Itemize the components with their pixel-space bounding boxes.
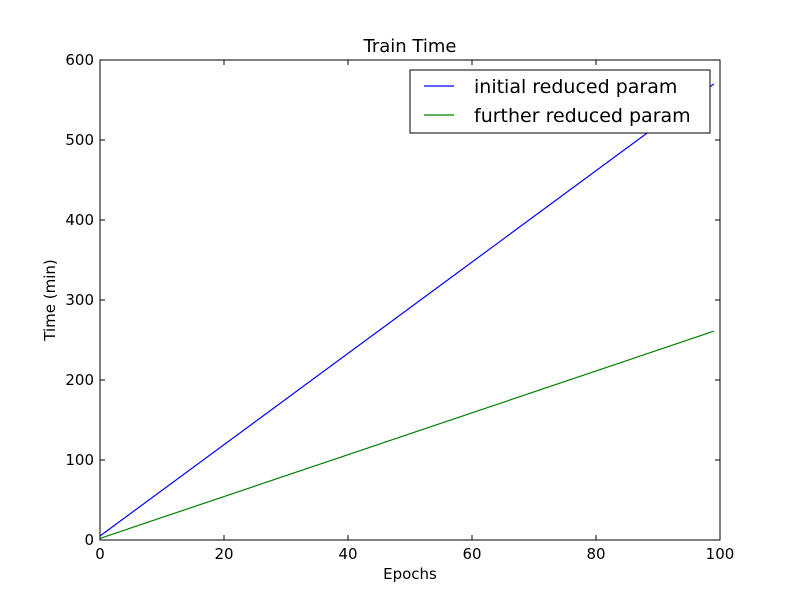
y-tick-label: 500 <box>65 131 94 149</box>
x-tick-label: 20 <box>214 545 233 563</box>
x-tick-label: 0 <box>95 545 105 563</box>
legend: initial reduced param further reduced par… <box>409 69 711 134</box>
y-tick-label: 200 <box>65 371 94 389</box>
y-tick-label: 0 <box>84 531 94 549</box>
series-layer <box>99 83 715 539</box>
y-tick-label: 300 <box>65 291 94 309</box>
x-tick-label: 60 <box>462 545 481 563</box>
series-line-2 <box>99 330 714 539</box>
legend-label-1: initial reduced param <box>474 76 677 98</box>
y-tick-label: 400 <box>65 211 94 229</box>
legend-box <box>409 69 711 134</box>
y-tick-label: 100 <box>65 451 94 469</box>
x-tick-label: 100 <box>706 545 735 563</box>
y-tick-label: 600 <box>65 51 94 69</box>
x-axis-ticks: 0 20 40 60 80 100 <box>95 60 734 563</box>
x-axis-title: Epochs <box>383 565 437 583</box>
x-tick-label: 40 <box>338 545 357 563</box>
x-tick-label: 80 <box>586 545 605 563</box>
y-axis-title: Time (min) <box>41 259 59 341</box>
legend-items: initial reduced param further reduced par… <box>424 76 691 127</box>
series-line-1 <box>99 83 715 537</box>
legend-label-2: further reduced param <box>474 105 691 127</box>
y-axis-ticks: 0 100 200 300 400 500 600 <box>65 51 720 549</box>
plot-area: 0 20 40 60 80 100 0 100 200 300 400 500 600 <box>65 51 734 563</box>
chart-title: Train Time <box>363 36 457 57</box>
